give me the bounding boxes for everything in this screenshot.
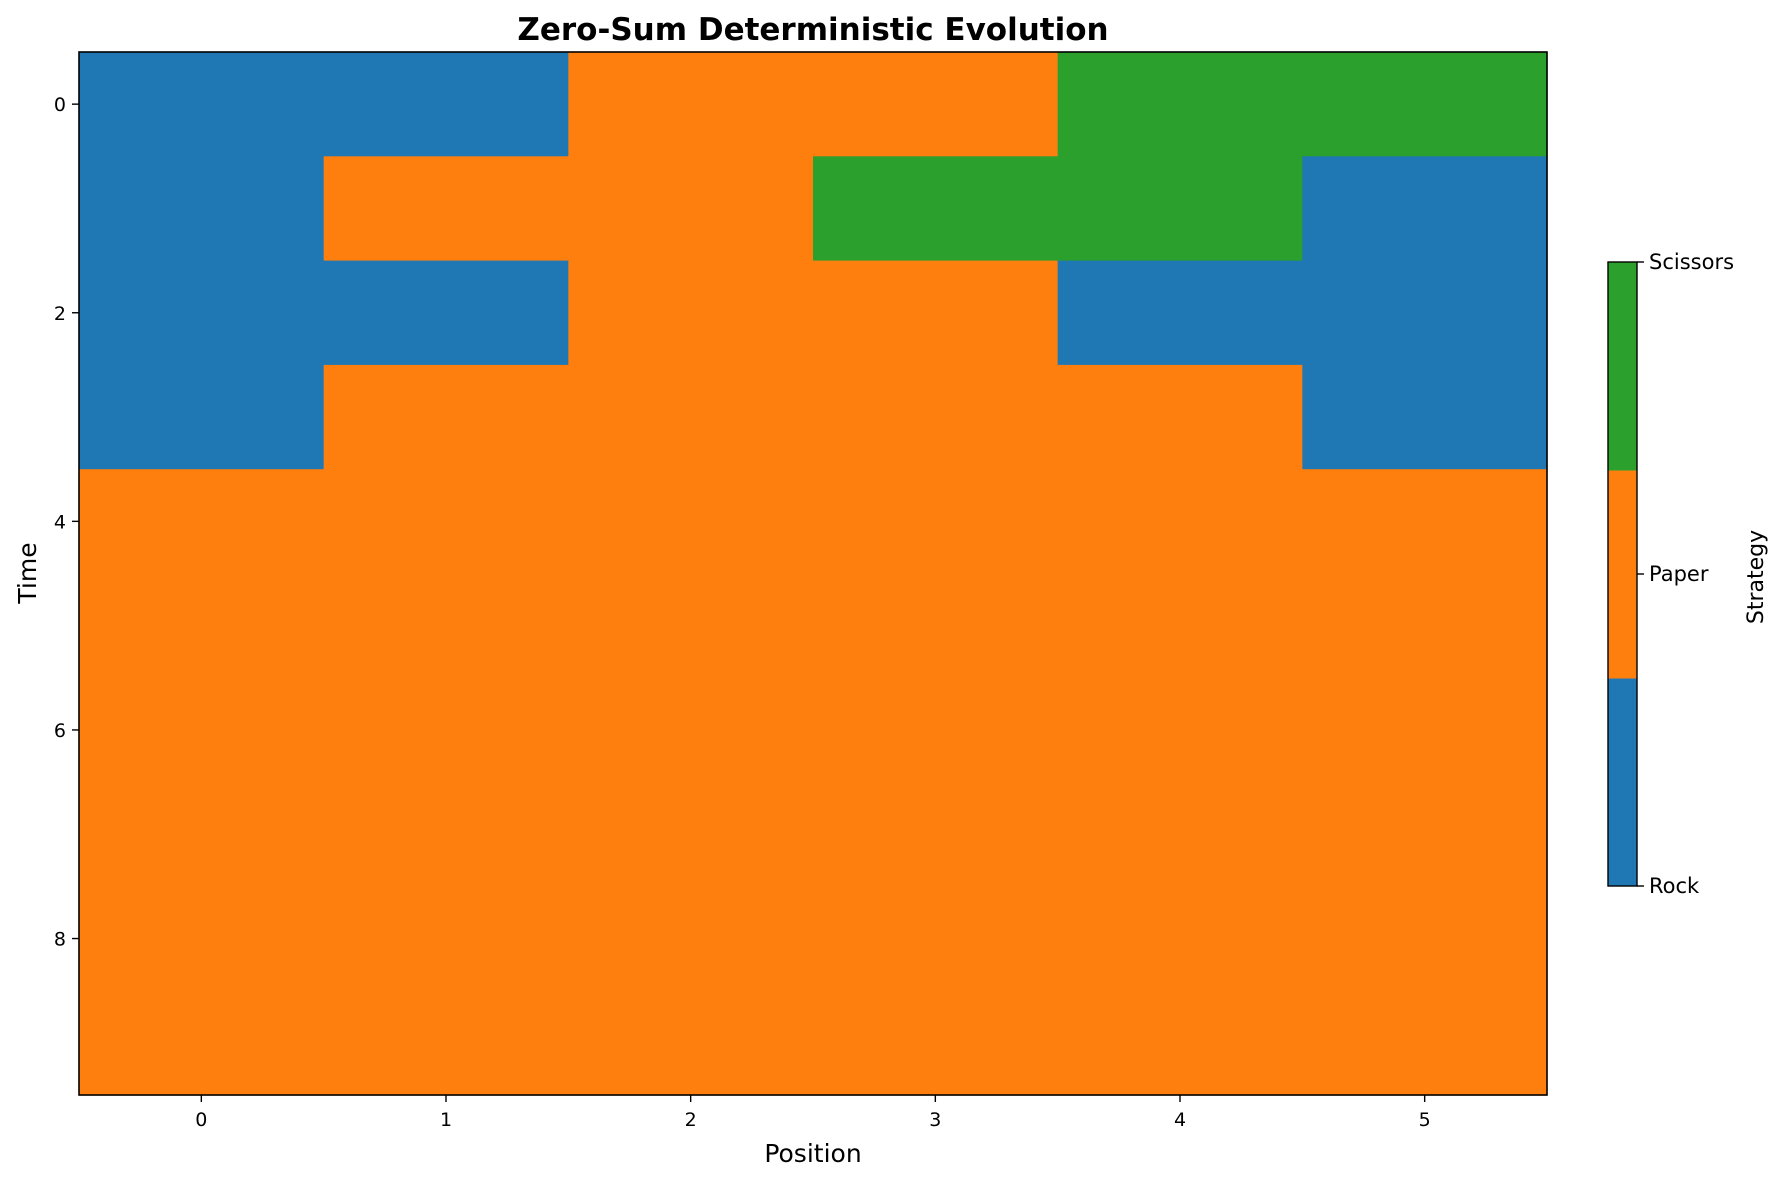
heatmap-cell xyxy=(79,782,325,887)
colorbar-segment-rock xyxy=(1608,678,1637,887)
heatmap-cell xyxy=(79,573,325,679)
heatmap-cell xyxy=(1302,260,1548,366)
heatmap-cell xyxy=(568,260,814,366)
heatmap-cell xyxy=(1057,886,1303,992)
heatmap-cell xyxy=(568,364,814,470)
heatmap-cell xyxy=(1302,52,1548,157)
heatmap-cell xyxy=(1302,677,1548,783)
colorbar: Rock Paper Scissors xyxy=(1607,250,1734,898)
heatmap-cell xyxy=(323,52,569,157)
heatmap-cell xyxy=(568,990,814,1096)
heatmap-cell xyxy=(79,364,325,470)
heatmap-cell xyxy=(1057,156,1303,262)
heatmap-cell xyxy=(813,156,1059,262)
heatmap-cells xyxy=(79,52,1548,1096)
heatmap-cell xyxy=(813,364,1059,470)
heatmap-cell xyxy=(323,469,569,575)
heatmap-cell xyxy=(1057,260,1303,366)
y-tick-label: 2 xyxy=(54,303,66,325)
y-axis-ticks: 0 2 4 6 8 xyxy=(54,94,79,951)
y-tick-label: 6 xyxy=(54,720,66,742)
heatmap-cell xyxy=(813,52,1059,157)
heatmap-cell xyxy=(568,52,814,157)
heatmap-cell xyxy=(568,677,814,783)
colorbar-segment-paper xyxy=(1608,470,1637,679)
colorbar-tick-label: Paper xyxy=(1649,562,1709,586)
heatmap-cell xyxy=(568,469,814,575)
heatmap-cell xyxy=(1057,990,1303,1096)
heatmap-cell xyxy=(568,573,814,679)
heatmap-cell xyxy=(1302,469,1548,575)
heatmap-cell xyxy=(813,469,1059,575)
heatmap-cell xyxy=(568,156,814,262)
plot-frame xyxy=(78,51,1548,1096)
x-axis-label: Position xyxy=(764,1139,861,1168)
heatmap-cell xyxy=(1302,990,1548,1096)
heatmap-cell xyxy=(1302,782,1548,887)
heatmap-cell xyxy=(568,886,814,992)
heatmap-cell xyxy=(1057,782,1303,887)
heatmap-cell xyxy=(323,260,569,366)
heatmap-cell xyxy=(813,886,1059,992)
heatmap-cell xyxy=(79,469,325,575)
heatmap-cell xyxy=(323,677,569,783)
heatmap-cell xyxy=(813,782,1059,887)
heatmap-cell xyxy=(1057,677,1303,783)
heatmap-cell xyxy=(79,260,325,366)
colorbar-label: Strategy xyxy=(1744,530,1769,624)
y-tick-label: 4 xyxy=(54,511,66,533)
x-tick-label: 2 xyxy=(685,1109,697,1131)
heatmap-cell xyxy=(813,990,1059,1096)
x-tick-label: 0 xyxy=(195,1109,207,1131)
y-tick-label: 8 xyxy=(54,929,66,951)
heatmap-cell xyxy=(1057,573,1303,679)
x-tick-label: 1 xyxy=(440,1109,452,1131)
heatmap-cell xyxy=(1302,156,1548,262)
heatmap-cell xyxy=(323,156,569,262)
x-tick-label: 3 xyxy=(929,1109,941,1131)
heatmap-cell xyxy=(323,782,569,887)
heatmap-cell xyxy=(323,573,569,679)
heatmap-cell xyxy=(1302,886,1548,992)
heatmap-cell xyxy=(1057,52,1303,157)
heatmap-cell xyxy=(813,677,1059,783)
heatmap-cell xyxy=(568,782,814,887)
heatmap-cell xyxy=(323,364,569,470)
heatmap-cell xyxy=(79,990,325,1096)
heatmap-cell xyxy=(79,52,325,157)
x-tick-label: 4 xyxy=(1174,1109,1186,1131)
chart-title: Zero-Sum Deterministic Evolution xyxy=(517,12,1108,48)
y-tick-label: 0 xyxy=(54,94,66,116)
heatmap-cell xyxy=(1057,469,1303,575)
x-axis-ticks: 0 1 2 3 4 5 xyxy=(195,1095,1431,1131)
heatmap-cell xyxy=(1302,573,1548,679)
colorbar-segment-scissors xyxy=(1608,262,1637,471)
colorbar-tick-label: Scissors xyxy=(1649,250,1734,274)
heatmap-cell xyxy=(1057,364,1303,470)
heatmap-cell xyxy=(79,156,325,262)
heatmap-cell xyxy=(813,260,1059,366)
heatmap-cell xyxy=(323,886,569,992)
colorbar-tick-label: Rock xyxy=(1649,874,1700,898)
y-axis-label: Time xyxy=(13,542,42,604)
heatmap-cell xyxy=(1302,364,1548,470)
heatmap-cell xyxy=(79,677,325,783)
x-tick-label: 5 xyxy=(1419,1109,1431,1131)
heatmap-cell xyxy=(79,886,325,992)
heatmap-cell xyxy=(813,573,1059,679)
heatmap-cell xyxy=(323,990,569,1096)
